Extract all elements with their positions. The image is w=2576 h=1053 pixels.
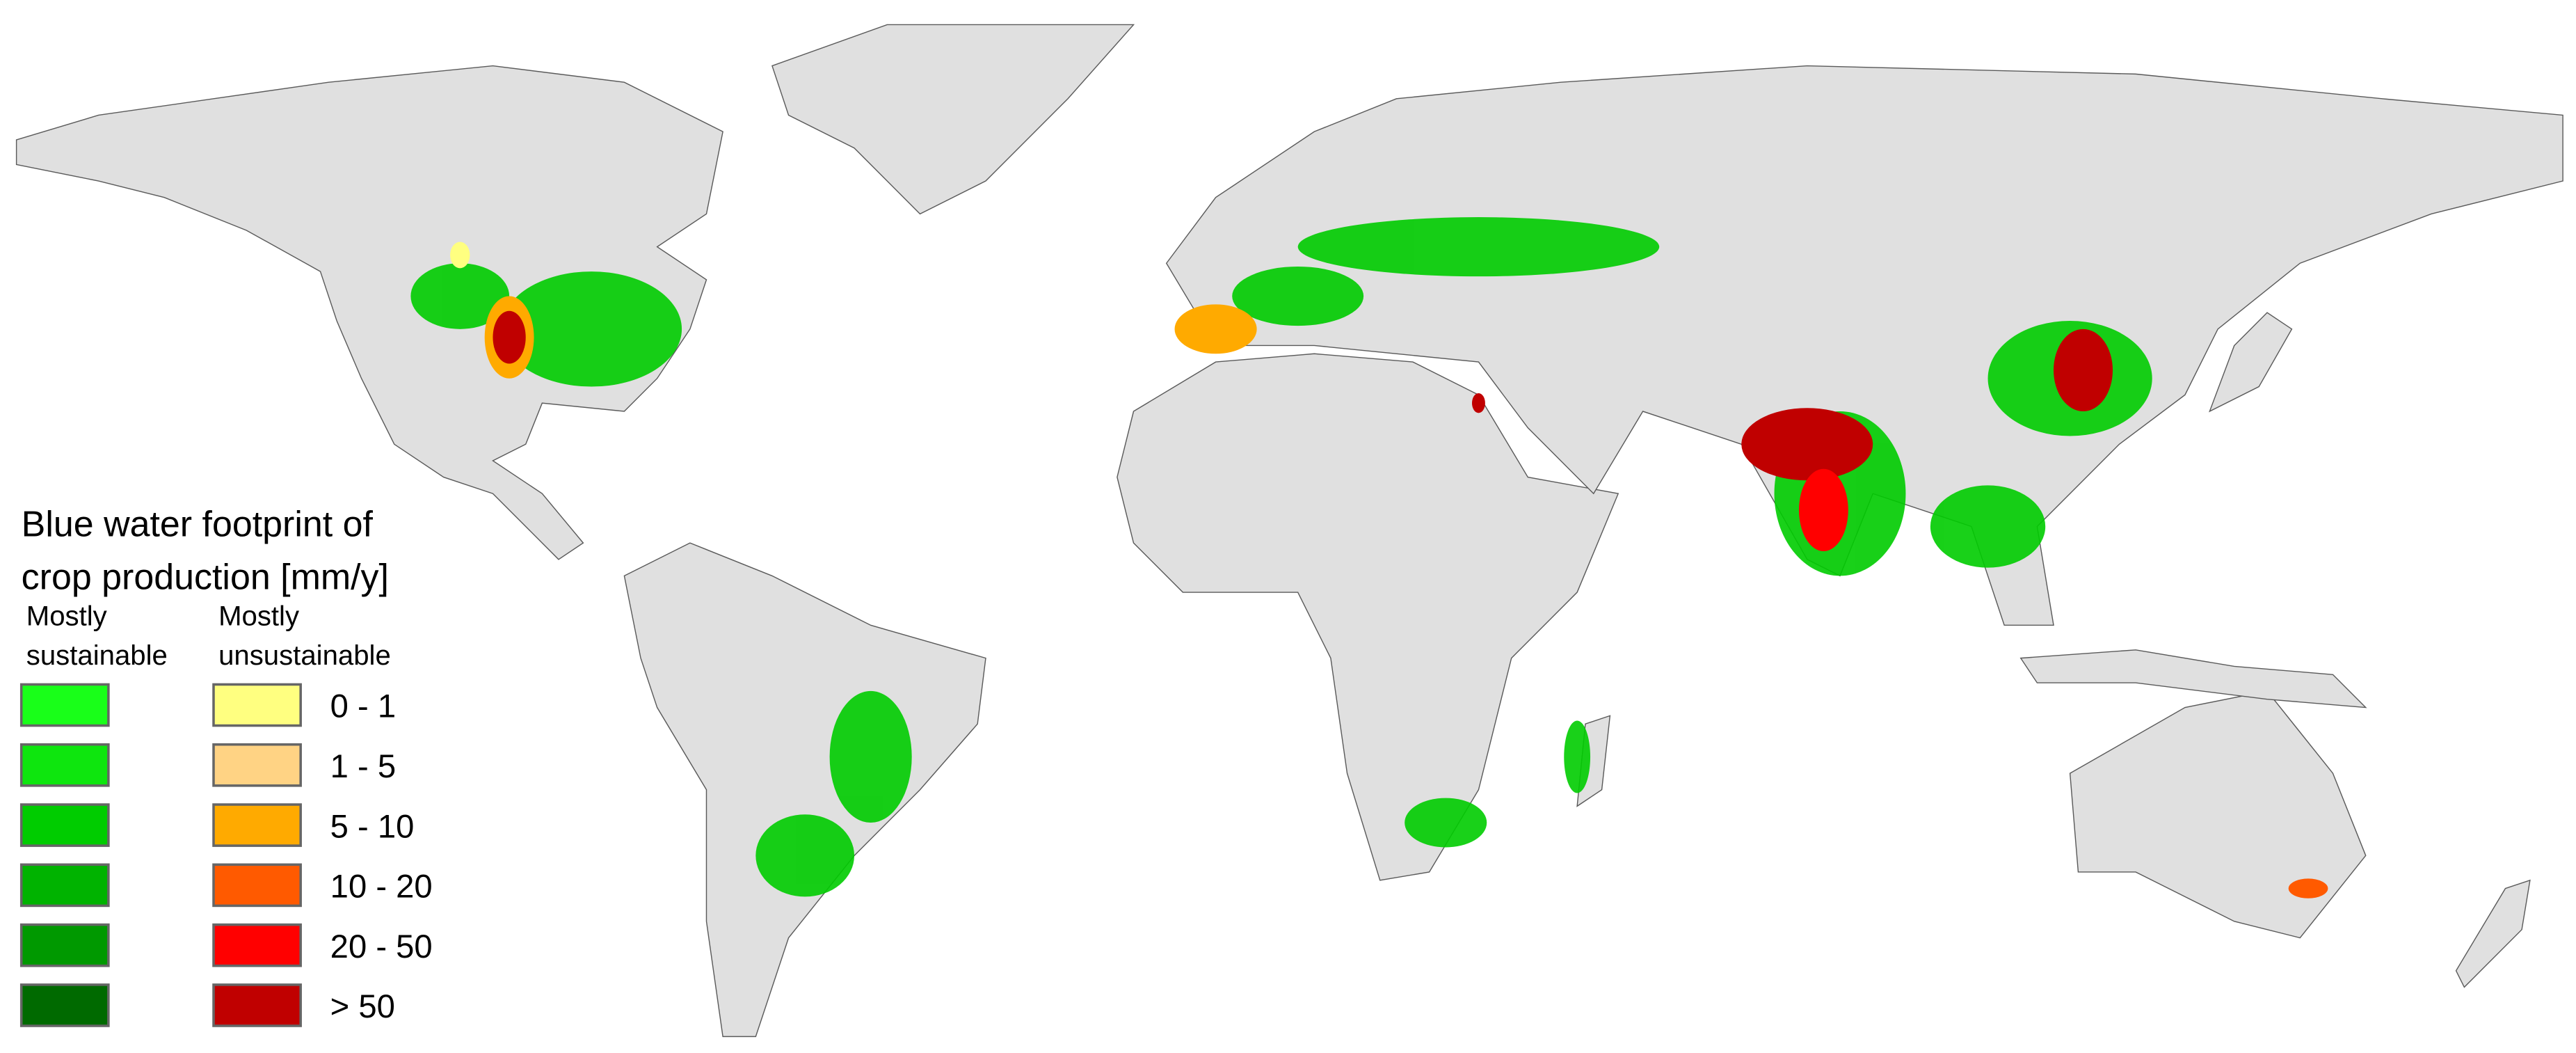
green-area xyxy=(1405,798,1487,848)
legend-swatch xyxy=(212,803,302,847)
red-areas xyxy=(450,242,2328,898)
green-area xyxy=(1564,720,1591,793)
legend-swatch xyxy=(212,923,302,967)
legend: Blue water footprint of crop production [… xyxy=(19,505,433,1027)
legend-swatch xyxy=(212,743,302,787)
column-heading: Mostly xyxy=(26,600,107,631)
green-area xyxy=(1232,266,1364,326)
red-area xyxy=(1741,408,1873,481)
column-heading: sustainable xyxy=(26,640,168,671)
legend-swatch xyxy=(19,743,110,787)
yellow-area xyxy=(450,242,470,269)
africa xyxy=(1117,353,1619,881)
green-area xyxy=(755,814,855,897)
legend-title: Blue water footprint of xyxy=(22,505,374,545)
legend-title: crop production [mm/y] xyxy=(22,557,389,597)
orange-area xyxy=(1174,304,1257,354)
red-area xyxy=(1472,393,1485,413)
indonesia xyxy=(2019,649,2367,708)
legend-swatch xyxy=(19,983,110,1027)
column-heading: unsustainable xyxy=(218,640,391,671)
japan xyxy=(2209,312,2293,413)
north-america xyxy=(15,65,723,560)
column-heading: Mostly xyxy=(218,600,299,631)
legend-swatch xyxy=(19,803,110,847)
green-area xyxy=(1930,485,2046,568)
class-label: 10 - 20 xyxy=(330,869,433,905)
class-label: 20 - 50 xyxy=(330,928,433,965)
new-zealand xyxy=(2455,879,2531,988)
land-masses xyxy=(15,24,2563,1038)
south-america xyxy=(623,542,986,1038)
legend-swatch xyxy=(19,683,110,727)
legend-swatch xyxy=(212,863,302,908)
green-area xyxy=(829,690,912,823)
green-area xyxy=(410,263,510,329)
class-label: > 50 xyxy=(330,988,395,1025)
eurasia xyxy=(1165,65,2563,626)
legend-swatch xyxy=(19,863,110,908)
orange-area xyxy=(2288,878,2328,898)
class-label: 1 - 5 xyxy=(330,748,396,785)
class-label: 5 - 10 xyxy=(330,808,415,845)
green-area xyxy=(501,271,682,387)
red-area xyxy=(2054,328,2113,412)
red-area xyxy=(493,310,526,364)
red-area xyxy=(1798,468,1848,551)
australia xyxy=(2069,690,2367,939)
legend-swatch xyxy=(19,923,110,967)
class-label: 0 - 1 xyxy=(330,688,396,725)
green-area xyxy=(1297,217,1660,277)
legend-swatch xyxy=(212,983,302,1027)
legend-swatch xyxy=(212,683,302,727)
greenland xyxy=(771,24,1135,215)
